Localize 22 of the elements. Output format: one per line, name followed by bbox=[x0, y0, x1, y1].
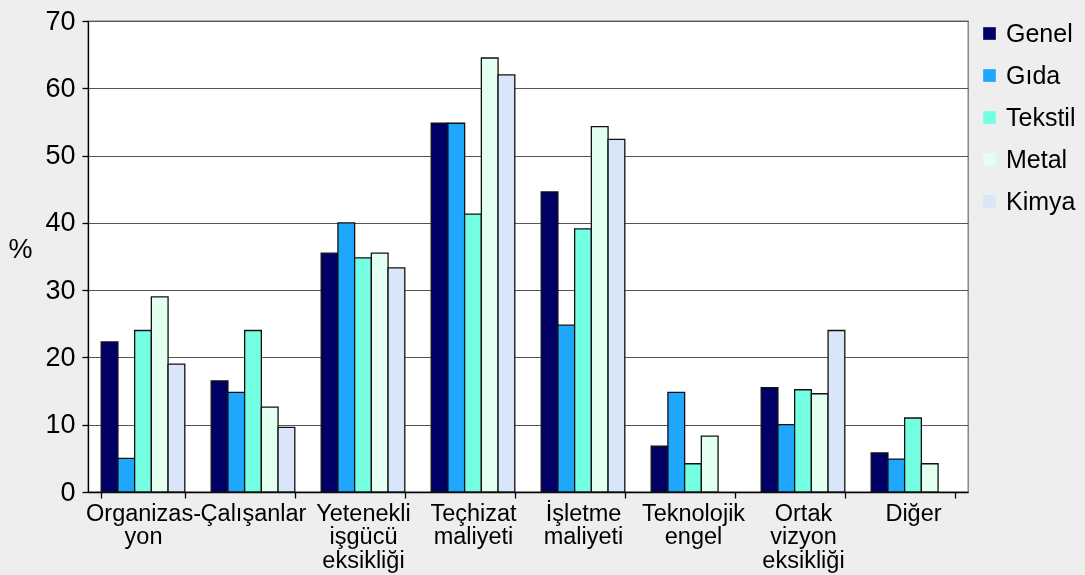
y-tick-label: 30 bbox=[45, 274, 76, 305]
y-tick-label: 40 bbox=[45, 207, 76, 238]
x-tick-label: Teknolojik engel bbox=[641, 499, 746, 549]
x-tick-label: Yetenekli işgücü eksikliği bbox=[316, 499, 411, 573]
x-tick-label: Teçhizat maliyeti bbox=[430, 499, 518, 549]
x-tick-label: Ortak vizyon eksikliği bbox=[762, 499, 845, 573]
y-axis-title: % bbox=[8, 233, 33, 264]
legend-label: Kimya bbox=[1006, 186, 1076, 215]
y-tick-label: 50 bbox=[45, 140, 76, 171]
x-tick-label: Organizas-yon bbox=[86, 499, 201, 549]
y-tick-label: 20 bbox=[45, 341, 76, 372]
x-tick-label: Çalışanlar bbox=[200, 499, 307, 526]
y-tick-label: 60 bbox=[45, 72, 76, 103]
x-tick-label: İşletme maliyeti bbox=[543, 499, 624, 549]
y-tick-label: 70 bbox=[45, 5, 76, 36]
x-tick-label: Diğer bbox=[885, 499, 942, 526]
legend-label: Metal bbox=[1006, 144, 1068, 173]
y-tick-label: 10 bbox=[45, 409, 76, 440]
legend-label: Tekstil bbox=[1006, 102, 1076, 131]
y-tick-label: 0 bbox=[60, 476, 76, 507]
legend-label: Genel bbox=[1006, 18, 1073, 47]
legend-label: Gıda bbox=[1006, 60, 1061, 89]
